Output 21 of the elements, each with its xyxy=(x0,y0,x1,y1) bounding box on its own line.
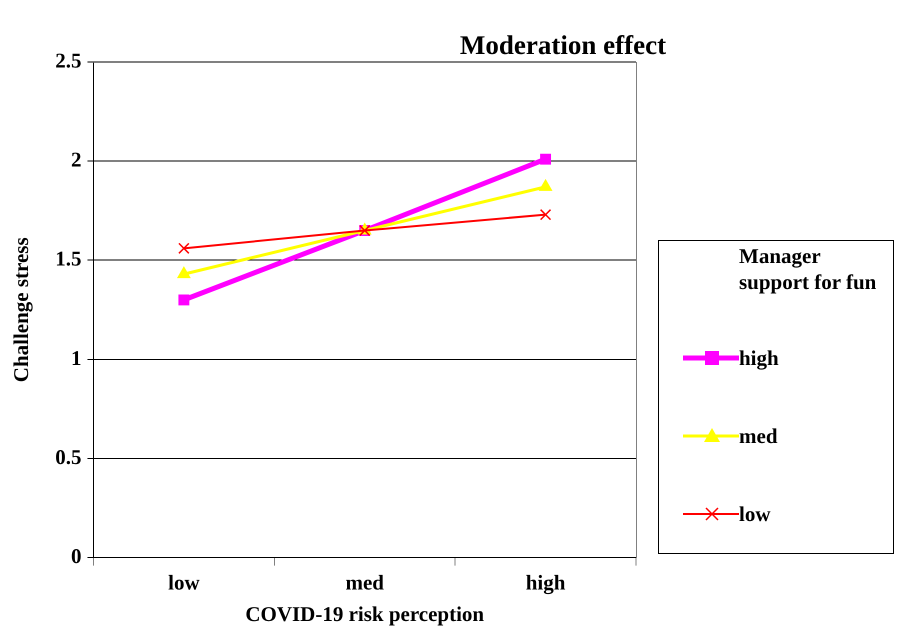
legend-label: low xyxy=(739,502,770,526)
point xyxy=(540,208,552,220)
y-tick-label: 0 xyxy=(70,544,82,568)
point xyxy=(177,266,190,278)
y-tick-label: 0.5 xyxy=(55,444,82,469)
x-tick-label: med xyxy=(345,570,384,595)
y-axis-title: Challenge stress xyxy=(9,237,34,382)
y-tick-label: 1.5 xyxy=(55,246,82,271)
legend-label: high xyxy=(739,346,779,370)
point xyxy=(540,154,552,165)
point xyxy=(178,294,190,306)
legend-label: med xyxy=(739,424,778,448)
legend-title: Manager support for fun xyxy=(738,243,878,295)
x-axis-title: COVID-19 risk perception xyxy=(245,602,484,626)
point xyxy=(178,242,190,254)
y-tick-label: 2 xyxy=(70,148,82,172)
x-tick-label: high xyxy=(526,570,566,595)
chart-title: Moderation effect xyxy=(458,30,668,61)
y-tick-label: 2.5 xyxy=(55,48,82,72)
y-tick-label: 1 xyxy=(70,346,82,370)
x-tick-label: low xyxy=(168,570,200,595)
